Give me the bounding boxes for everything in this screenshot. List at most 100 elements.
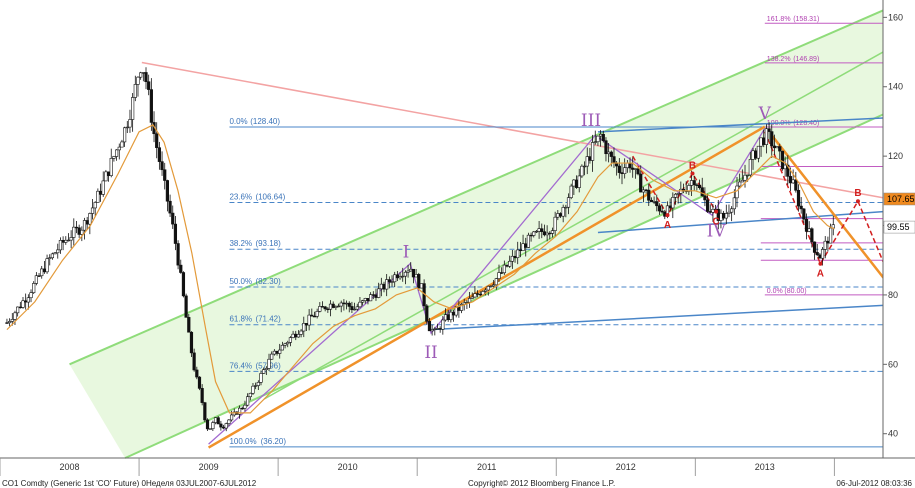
- candle-body: [205, 419, 210, 430]
- candle-body: [783, 164, 787, 170]
- fib-level-price: (106.64): [255, 192, 285, 201]
- candle-body: [163, 169, 167, 181]
- candle-body: [537, 228, 541, 232]
- channel-mid-line: [263, 51, 884, 400]
- candle-body: [203, 402, 207, 421]
- candle-body: [155, 133, 159, 148]
- candle-body: [802, 208, 806, 220]
- candle-body: [727, 211, 731, 214]
- candle-body: [315, 311, 319, 317]
- candle-body: [492, 284, 496, 287]
- candle-body: [21, 300, 25, 308]
- candle-body: [746, 174, 750, 177]
- candle-body: [724, 213, 728, 219]
- candle-body: [350, 306, 354, 311]
- candle-body: [705, 199, 710, 212]
- candle-body: [564, 206, 568, 209]
- candle-body: [668, 205, 672, 209]
- candle-body: [238, 407, 242, 415]
- candle-body: [513, 255, 517, 258]
- trend-channel-fill: [69, 10, 883, 459]
- candle-body: [550, 230, 555, 234]
- red-projection-path: [764, 131, 898, 296]
- candle-body: [32, 283, 36, 293]
- candle-body: [16, 306, 20, 314]
- candle-body: [45, 258, 49, 273]
- candle-body: [826, 240, 830, 244]
- candle-body: [390, 281, 394, 283]
- candle-body: [286, 342, 290, 345]
- candle-body: [48, 257, 52, 260]
- candle-body: [310, 314, 314, 317]
- candle-body: [165, 180, 170, 202]
- candle-body: [751, 150, 755, 160]
- candle-body: [216, 417, 220, 425]
- candle-body: [754, 150, 758, 159]
- candle-body: [577, 175, 581, 188]
- candle-body: [184, 295, 188, 318]
- candle-body: [307, 314, 311, 326]
- candle-body: [409, 268, 413, 272]
- candle-body: [406, 270, 410, 273]
- candle-body: [532, 231, 536, 236]
- correction-pivot: [690, 171, 695, 176]
- candle-body: [516, 249, 520, 258]
- candle-body: [363, 298, 367, 301]
- candle-body: [334, 306, 338, 308]
- ext-level-price: (146.89): [793, 56, 819, 63]
- candle-body: [411, 268, 416, 278]
- candle-body: [331, 303, 335, 308]
- candle-body: [438, 328, 442, 330]
- candle-body: [478, 293, 482, 296]
- candle-body: [818, 254, 822, 259]
- candle-body: [738, 181, 742, 187]
- channel-upper-line: [69, 9, 884, 366]
- candle-body: [673, 193, 678, 198]
- candle-body: [393, 274, 397, 283]
- candle-body: [64, 239, 68, 243]
- y-tick-label: 140: [888, 82, 903, 92]
- candle-body: [494, 278, 498, 286]
- candle-body: [219, 423, 223, 428]
- candle-body: [711, 208, 715, 213]
- candle-body: [708, 211, 712, 213]
- candle-body: [296, 334, 301, 338]
- candle-body: [786, 164, 790, 177]
- footer-ticker: CO1 Comdty (Generic 1st 'CO' Future) 0Не…: [2, 479, 257, 488]
- candle-body: [791, 179, 795, 184]
- candle-body: [430, 329, 434, 332]
- candle-body: [181, 272, 186, 297]
- candle-body: [104, 171, 108, 182]
- candle-body: [772, 145, 777, 149]
- candle-body: [449, 311, 453, 321]
- correction-label: B: [689, 160, 696, 171]
- candle-body: [58, 240, 63, 251]
- candle-body: [697, 184, 702, 188]
- correction-pivot: [855, 199, 860, 204]
- candle-body: [283, 343, 287, 346]
- candle-body: [820, 249, 825, 259]
- y-tick-label: 60: [888, 359, 898, 369]
- candle-body: [328, 303, 333, 310]
- candle-body: [72, 226, 76, 238]
- y-tick-label: 80: [888, 290, 898, 300]
- candle-body: [609, 151, 613, 157]
- footer-copyright: Copyright© 2012 Bloomberg Finance L.P.: [468, 479, 615, 488]
- candle-body: [114, 149, 119, 157]
- candle-body: [748, 159, 752, 176]
- candle-body: [561, 207, 565, 217]
- candle-body: [590, 142, 595, 161]
- candle-body: [815, 252, 819, 256]
- candle-body: [304, 323, 309, 326]
- candle-body: [510, 255, 514, 262]
- candle-body: [82, 220, 87, 231]
- price-tag-box: [883, 192, 915, 206]
- candle-body: [251, 385, 255, 394]
- candle-body: [42, 268, 46, 273]
- ext-level-price: (80.00): [784, 288, 806, 295]
- candle-body: [459, 304, 464, 311]
- candle-body: [29, 292, 33, 299]
- candle-body: [387, 279, 391, 283]
- candle-body: [259, 373, 263, 383]
